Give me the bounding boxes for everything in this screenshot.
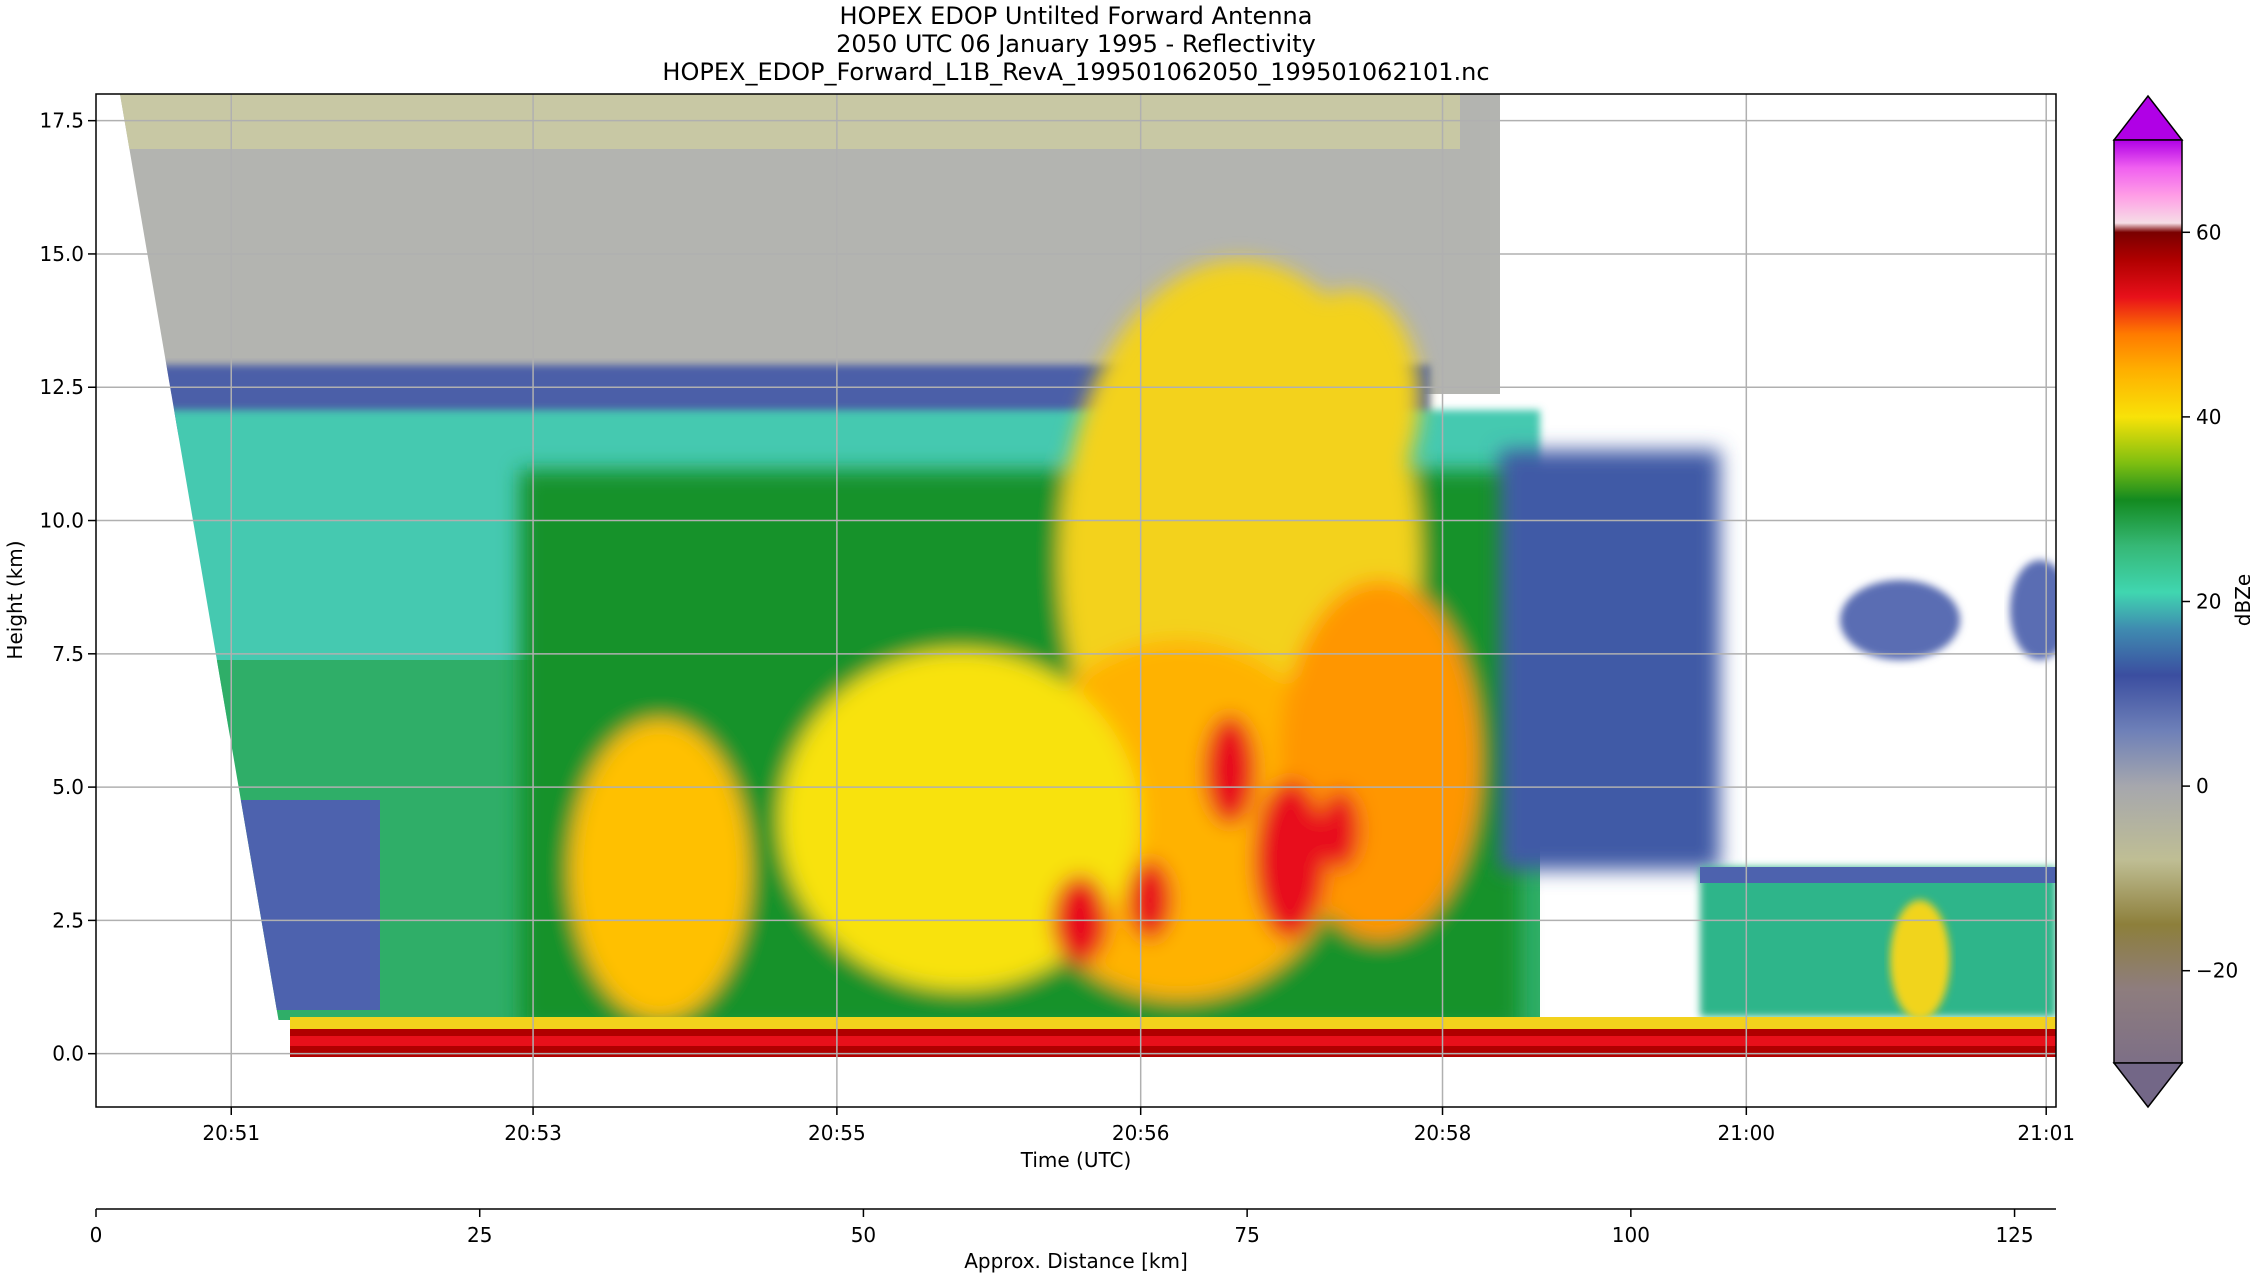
distance-tick-label: 25: [467, 1223, 492, 1247]
y-tick-label: 10.0: [39, 509, 84, 533]
y-tick-label: 2.5: [52, 908, 84, 932]
y-tick-label: 15.0: [39, 242, 84, 266]
distance-axis: 0 25 50 75 100 125 Approx. Distance [km]: [90, 1208, 2056, 1273]
distance-tick-label: 0: [90, 1223, 103, 1247]
x-tick-label: 21:01: [2017, 1121, 2075, 1145]
reflectivity-field: [120, 94, 2056, 1057]
distance-axis-ticks: 0 25 50 75 100 125: [90, 1209, 2034, 1247]
x-tick-label: 20:58: [1414, 1121, 1472, 1145]
colorbar-tick-label: 40: [2196, 405, 2221, 429]
distance-tick-label: 125: [1995, 1223, 2033, 1247]
colorbar-label: dBZe: [2231, 574, 2250, 626]
colorbar-ticks: 60 40 20 0 −20: [2182, 220, 2238, 983]
isolated-echo: [2010, 560, 2056, 660]
chart-title-line-2: 2050 UTC 06 January 1995 - Reflectivity: [836, 30, 1316, 58]
surface-return-echo: [290, 1017, 2056, 1029]
chart-title-line-3: HOPEX_EDOP_Forward_L1B_RevA_199501062050…: [662, 58, 1489, 86]
chart-title-line-1: HOPEX EDOP Untilted Forward Antenna: [840, 2, 1313, 30]
distance-tick-label: 100: [1612, 1223, 1650, 1247]
colorbar-body: [2113, 139, 2183, 1064]
y-tick-label: 12.5: [39, 375, 84, 399]
y-tick-label: 17.5: [39, 109, 84, 133]
distance-tick-label: 75: [1234, 1223, 1259, 1247]
y-tick-label: 7.5: [52, 642, 84, 666]
x-tick-label: 20:55: [808, 1121, 866, 1145]
y-axis-label: Height (km): [3, 540, 27, 659]
x-axis-label: Time (UTC): [1020, 1148, 1132, 1172]
trailing-stratiform-echo: [1500, 450, 1720, 870]
isolated-echo: [1840, 580, 1960, 660]
y-axis: 0.0 2.5 5.0 7.5 10.0 12.5 15.0 17.5: [39, 109, 96, 1066]
colorbar-tick-label: 0: [2196, 774, 2209, 798]
colorbar-over-arrow: [2112, 94, 2184, 141]
x-tick-label: 21:00: [1717, 1121, 1775, 1145]
surface-return-echo: [290, 1036, 2056, 1046]
colorbar-tick-label: −20: [2196, 959, 2238, 983]
distance-axis-label: Approx. Distance [km]: [964, 1249, 1188, 1273]
x-tick-label: 20:56: [1112, 1121, 1170, 1145]
low-cloud-echo: [1700, 867, 2056, 1020]
grid-lines: [96, 94, 2056, 1107]
plot-frame: [95, 93, 2057, 1108]
convection-echo: [520, 260, 1520, 1030]
upper-cloud-top-echo: [120, 94, 1460, 149]
colorbar-tick-label: 60: [2196, 220, 2221, 244]
distance-tick-label: 50: [851, 1223, 876, 1247]
x-tick-label: 20:51: [202, 1121, 260, 1145]
colorbar: 60 40 20 0 −20 dBZe: [2112, 94, 2250, 1109]
colorbar-tick-label: 20: [2196, 590, 2221, 614]
x-axis: 20:51 20:53 20:55 20:56 20:58 21:00 21:01: [202, 1107, 2075, 1145]
y-tick-label: 5.0: [52, 775, 84, 799]
plot-area: [95, 93, 2057, 1108]
y-tick-label: 0.0: [52, 1042, 84, 1066]
colorbar-under-arrow: [2112, 1062, 2184, 1109]
x-tick-label: 20:53: [504, 1121, 562, 1145]
